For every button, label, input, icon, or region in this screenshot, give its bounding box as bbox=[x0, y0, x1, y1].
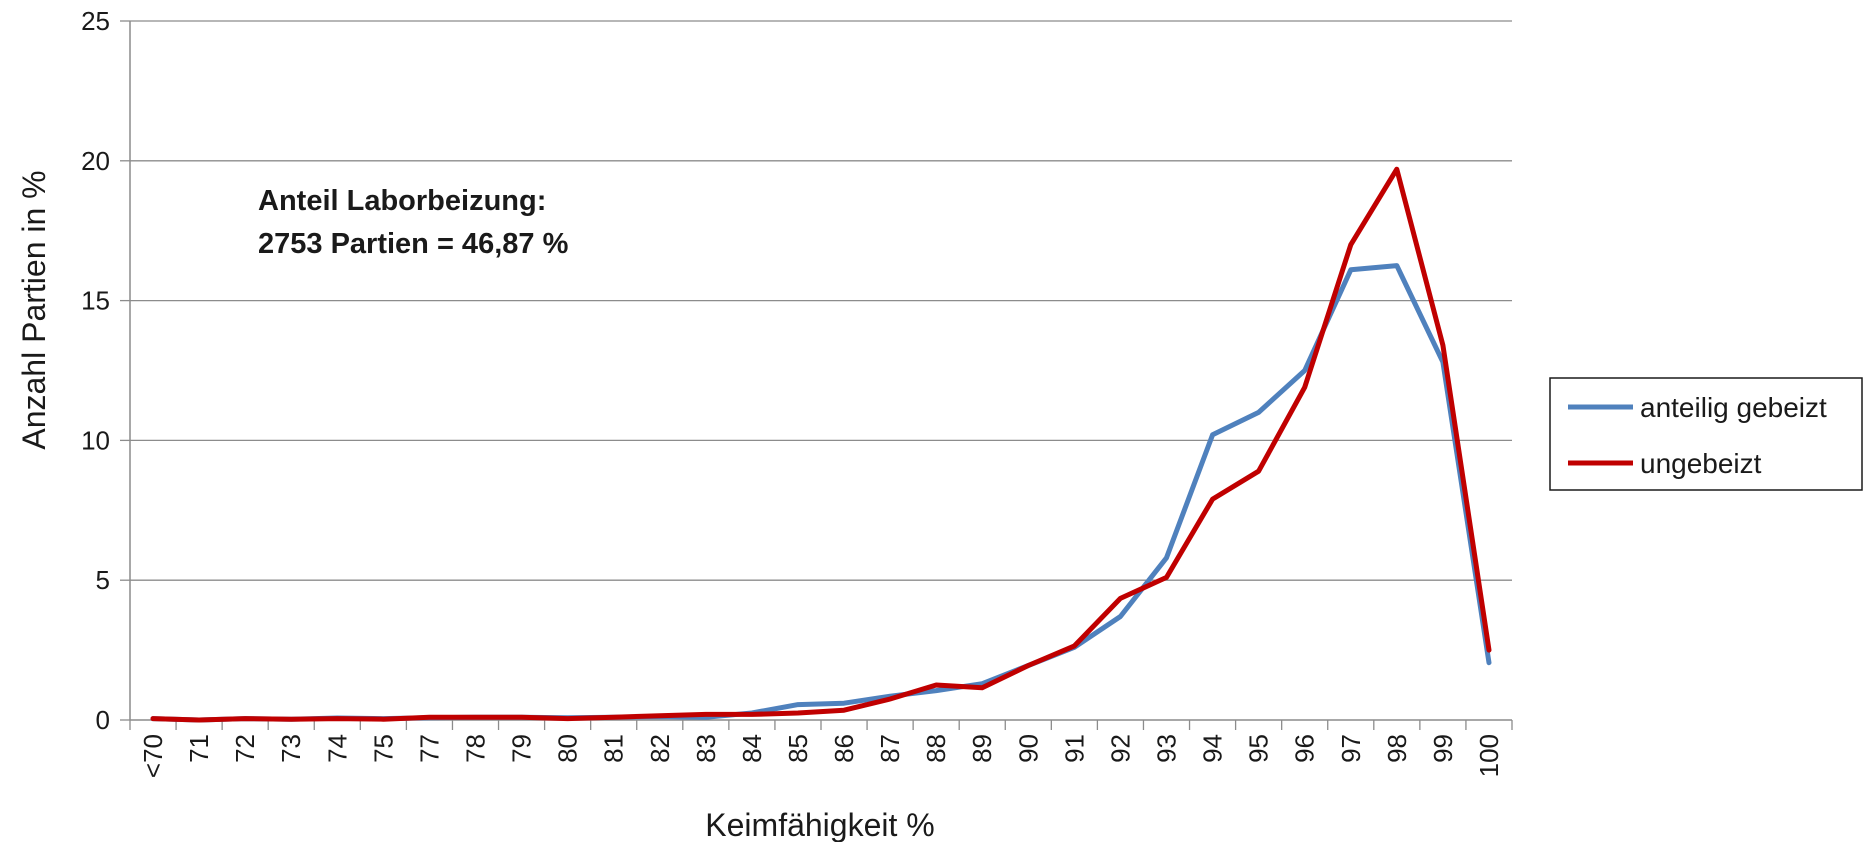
y-tick-label: 10 bbox=[81, 425, 110, 455]
y-axis-label: Anzahl Partien in % bbox=[16, 170, 52, 449]
x-tick-label: 93 bbox=[1152, 734, 1182, 763]
x-axis-label: Keimfähigkeit % bbox=[705, 807, 934, 842]
y-tick-label: 25 bbox=[81, 6, 110, 36]
gridlines bbox=[120, 20, 1512, 721]
x-tick-label: 74 bbox=[322, 734, 352, 763]
x-tick-label: 79 bbox=[507, 734, 537, 763]
x-tick-label: 96 bbox=[1290, 734, 1320, 763]
x-tick-label: 82 bbox=[645, 734, 675, 763]
series-lines bbox=[150, 166, 1492, 723]
x-tick-label: 85 bbox=[783, 734, 813, 763]
y-tick-label: 5 bbox=[96, 565, 110, 595]
y-axis-tick-labels: 0 5 10 15 20 25 bbox=[81, 6, 110, 735]
x-tick-label: 86 bbox=[829, 734, 859, 763]
x-tick-label: 98 bbox=[1382, 734, 1412, 763]
x-tick-label: 89 bbox=[967, 734, 997, 763]
series-line-ungebeizt bbox=[150, 166, 1492, 723]
x-tick-label: 81 bbox=[599, 734, 629, 763]
x-tick-label: 90 bbox=[1013, 734, 1043, 763]
annotation-line-1: Anteil Laborbeizung: bbox=[258, 185, 546, 217]
x-tick-label: 94 bbox=[1198, 734, 1228, 763]
x-tick-label: 84 bbox=[737, 734, 767, 763]
x-tick-label: 100 bbox=[1474, 734, 1504, 777]
x-tick-label: 72 bbox=[230, 734, 260, 763]
axes bbox=[129, 21, 1513, 730]
legend-label-ungebeizt: ungebeizt bbox=[1640, 448, 1762, 479]
series-line-anteilig-gebeizt bbox=[150, 263, 1492, 723]
x-tick-label: 91 bbox=[1059, 734, 1089, 763]
x-tick-label: 87 bbox=[875, 734, 905, 763]
x-tick-label: 78 bbox=[461, 734, 491, 763]
x-axis-tick-labels: <70 71 72 73 74 75 77 78 79 80 81 82 83 84 85 86 87 88 89 9… bbox=[138, 734, 1504, 778]
x-tick-label: <70 bbox=[138, 734, 168, 778]
y-tick-label: 20 bbox=[81, 146, 110, 176]
x-tick-label: 71 bbox=[184, 734, 214, 763]
legend-label-anteilig-gebeizt: anteilig gebeizt bbox=[1640, 392, 1827, 423]
legend: anteilig gebeizt ungebeizt bbox=[1549, 377, 1863, 491]
x-tick-label: 99 bbox=[1428, 734, 1458, 763]
y-tick-label: 0 bbox=[96, 705, 110, 735]
x-tick-label: 73 bbox=[276, 734, 306, 763]
x-tick-label: 83 bbox=[691, 734, 721, 763]
legend-box bbox=[1549, 377, 1863, 491]
y-tick-label: 15 bbox=[81, 286, 110, 316]
annotation-line-2: 2753 Partien = 46,87 % bbox=[258, 228, 569, 260]
x-tick-label: 80 bbox=[553, 734, 583, 763]
x-tick-label: 92 bbox=[1105, 734, 1135, 763]
x-tick-label: 75 bbox=[368, 734, 398, 763]
x-tick-label: 88 bbox=[921, 734, 951, 763]
x-tick-label: 77 bbox=[414, 734, 444, 763]
x-tick-label: 95 bbox=[1244, 734, 1274, 763]
x-tick-label: 97 bbox=[1336, 734, 1366, 763]
